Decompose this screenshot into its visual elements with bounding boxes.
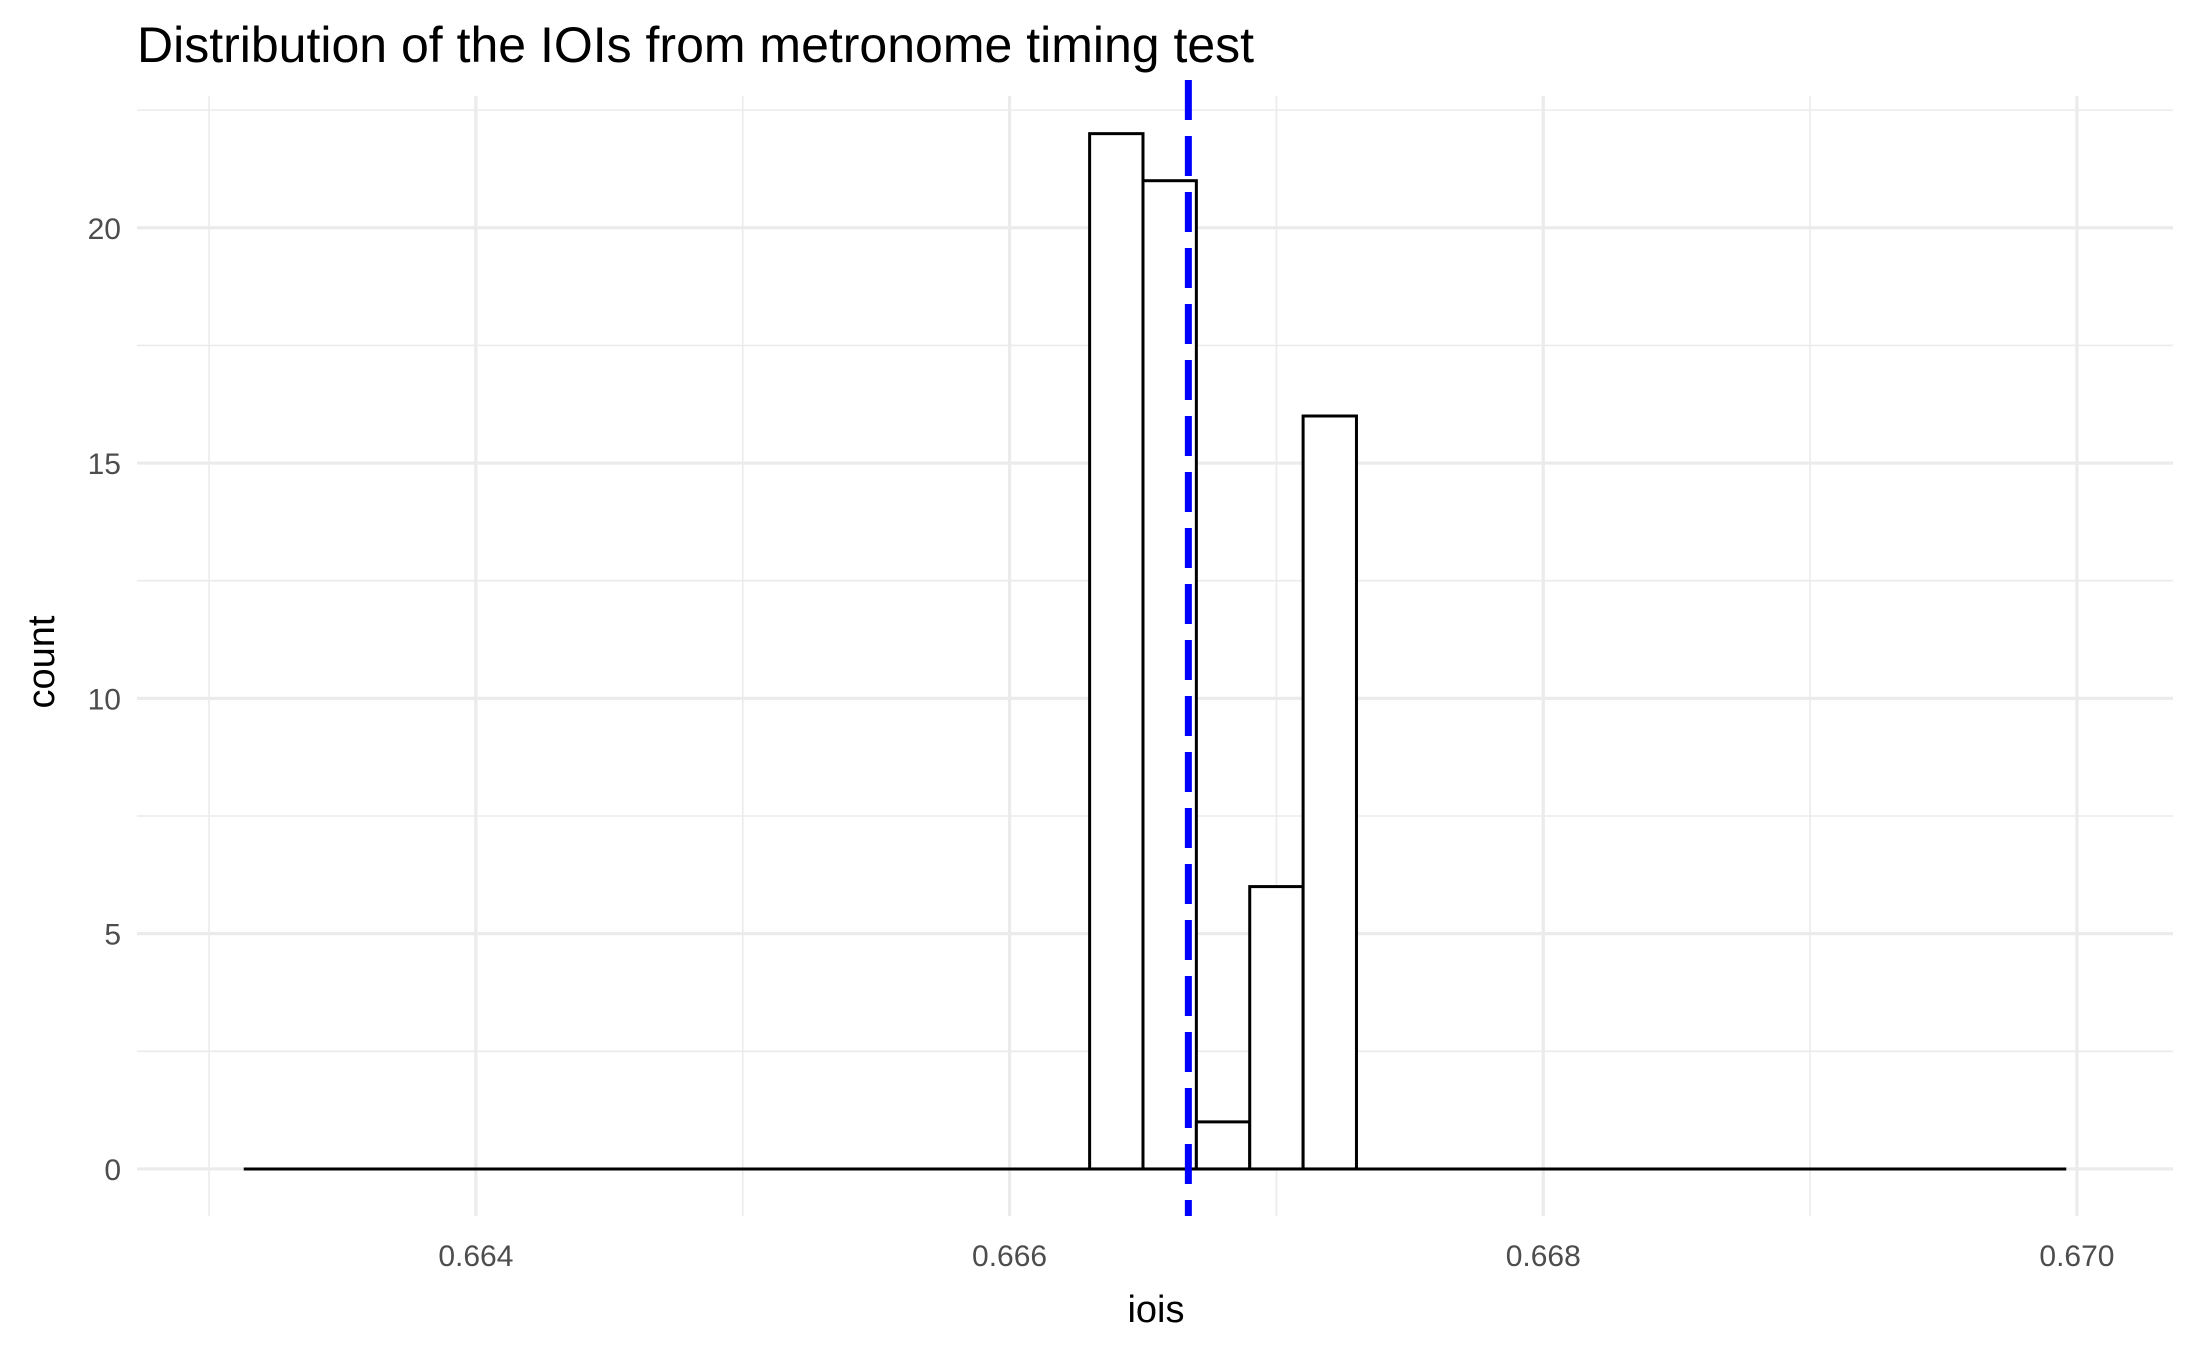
histogram-bar [1301, 414, 1358, 1171]
bars-layer [243, 132, 2067, 1171]
x-axis-title: iois [1127, 1289, 1184, 1331]
tick-labels: 0 5 10 15 20 0.664 0.666 0.668 0.670 [88, 213, 2115, 1273]
y-tick-label: 5 [104, 919, 121, 952]
x-tick-label: 0.666 [972, 1240, 1047, 1273]
y-axis-title: count [21, 615, 63, 708]
y-tick-label: 10 [88, 683, 121, 716]
y-tick-label: 15 [88, 448, 121, 481]
histogram-bar [1088, 132, 1145, 1171]
x-tick-label: 0.670 [2039, 1240, 2114, 1273]
x-tick-label: 0.664 [438, 1240, 513, 1273]
y-tick-label: 20 [88, 213, 121, 246]
x-tick-label: 0.668 [1506, 1240, 1581, 1273]
histogram-bar [1248, 885, 1305, 1171]
histogram-bar [1194, 1120, 1252, 1171]
y-tick-label: 0 [104, 1154, 121, 1187]
chart-title: Distribution of the IOIs from metronome … [137, 17, 1254, 73]
